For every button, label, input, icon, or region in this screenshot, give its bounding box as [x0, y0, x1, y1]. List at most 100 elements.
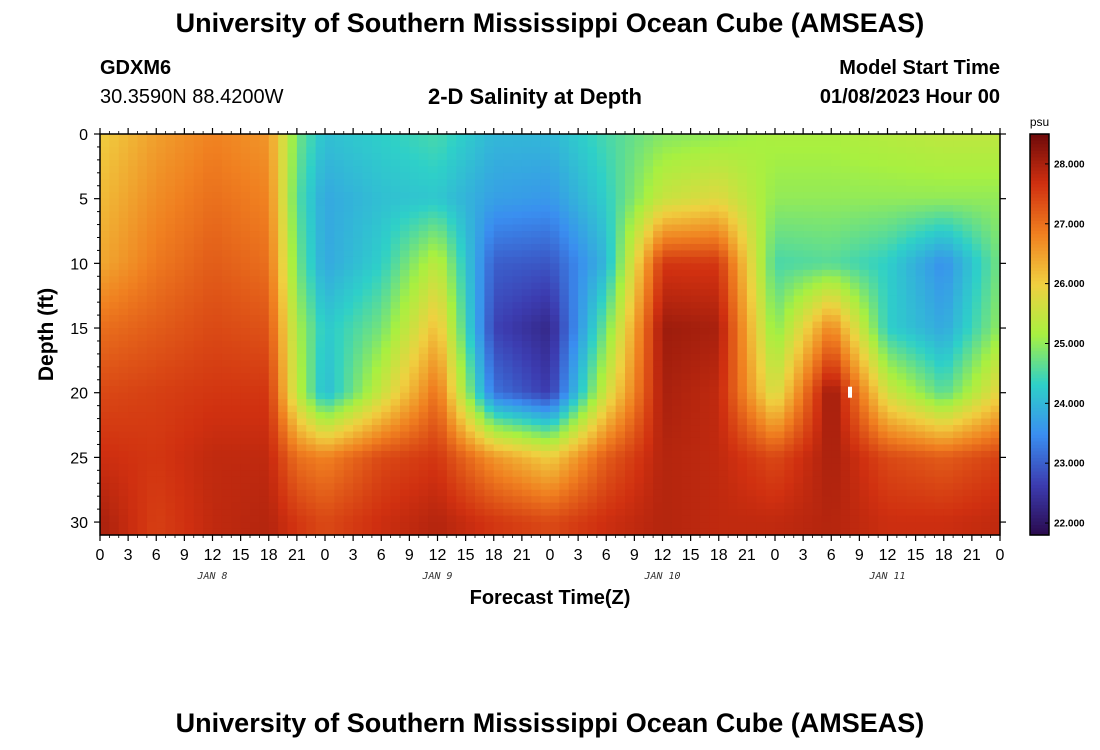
heatmap-cell: [737, 457, 748, 465]
heatmap-cell: [700, 379, 710, 387]
heatmap-cell: [287, 218, 298, 226]
heatmap-cell: [840, 224, 851, 232]
heatmap-cell: [765, 140, 776, 148]
heatmap-cell: [840, 192, 851, 200]
heatmap-cell: [615, 282, 626, 290]
heatmap-cell: [934, 192, 945, 200]
heatmap-cell: [915, 347, 926, 355]
heatmap-cell: [671, 250, 682, 258]
heatmap-cell: [596, 172, 607, 180]
heatmap-cell: [221, 425, 232, 433]
heatmap-cell: [268, 269, 279, 277]
heatmap-cell: [643, 340, 654, 349]
heatmap-cell: [990, 146, 1001, 155]
heatmap-cell: [606, 392, 617, 400]
heatmap-cell: [325, 405, 335, 413]
heatmap-cell: [315, 373, 326, 381]
heatmap-cell: [934, 450, 945, 458]
heatmap-cell: [821, 463, 832, 471]
heatmap-cell: [128, 263, 139, 271]
heatmap-cell: [156, 179, 167, 187]
heatmap-cell: [437, 250, 448, 258]
heatmap-cell: [971, 334, 982, 342]
heatmap-cell: [203, 366, 214, 374]
heatmap-cell: [568, 431, 579, 439]
heatmap-cell: [625, 153, 635, 161]
heatmap-cell: [446, 166, 457, 174]
heatmap-cell: [840, 315, 851, 323]
heatmap-cell: [662, 457, 673, 465]
heatmap-cell: [596, 437, 607, 446]
heatmap-cell: [700, 159, 710, 167]
heatmap-cell: [353, 425, 364, 433]
heatmap-cell: [981, 179, 992, 187]
heatmap-cell: [840, 347, 851, 355]
heatmap-cell: [971, 379, 982, 387]
heatmap-cell: [878, 185, 889, 193]
heatmap-cell: [737, 218, 748, 226]
heatmap-cell: [915, 308, 926, 316]
heatmap-cell: [587, 289, 598, 297]
heatmap-cell: [390, 450, 401, 458]
heatmap-cell: [568, 153, 579, 161]
heatmap-cell: [568, 379, 579, 387]
heatmap-cell: [765, 373, 776, 381]
heatmap-cell: [840, 308, 851, 316]
heatmap-cell: [353, 153, 364, 161]
heatmap-cell: [118, 289, 129, 297]
heatmap-cell: [709, 237, 720, 245]
heatmap-cell: [812, 179, 823, 187]
heatmap-cell: [737, 198, 748, 206]
heatmap-cell: [259, 444, 270, 452]
heatmap-cell: [559, 166, 570, 174]
heatmap-cell: [812, 347, 823, 355]
heatmap-cell: [184, 269, 195, 277]
heatmap-cell: [437, 334, 448, 342]
heatmap-cell: [578, 431, 589, 439]
heatmap-cell: [353, 218, 364, 226]
heatmap-cell: [165, 224, 176, 232]
heatmap-cell: [934, 159, 945, 167]
heatmap-cell: [137, 153, 148, 161]
heatmap-cell: [915, 205, 926, 213]
heatmap-cell: [221, 146, 232, 155]
heatmap-cell: [240, 315, 251, 323]
heatmap-cell: [118, 224, 129, 232]
heatmap-cell: [981, 282, 992, 290]
heatmap-cell: [428, 146, 439, 155]
heatmap-cell: [353, 353, 364, 361]
heatmap-cell: [606, 463, 617, 471]
heatmap-cell: [568, 405, 579, 413]
heatmap-cell: [465, 353, 476, 361]
heatmap-cell: [446, 237, 457, 245]
heatmap-cell: [203, 243, 214, 252]
heatmap-cell: [334, 340, 345, 349]
heatmap-cell: [343, 315, 354, 323]
heatmap-cell: [925, 269, 935, 277]
heatmap-cell: [156, 224, 167, 232]
heatmap-cell: [587, 360, 598, 368]
heatmap-cell: [240, 140, 251, 148]
heatmap-cell: [146, 198, 157, 206]
heatmap-cell: [915, 263, 926, 271]
heatmap-cell: [850, 425, 860, 433]
heatmap-cell: [484, 146, 495, 155]
heatmap-cell: [868, 379, 879, 387]
heatmap-cell: [793, 308, 804, 316]
heatmap-cell: [859, 334, 870, 342]
heatmap-cell: [878, 146, 889, 155]
heatmap-cell: [100, 399, 110, 407]
heatmap-cell: [850, 159, 860, 167]
heatmap-cell: [981, 340, 992, 349]
heatmap-cell: [840, 211, 851, 219]
heatmap-cell: [934, 218, 945, 226]
heatmap-cell: [653, 412, 664, 420]
heatmap-cell: [512, 211, 523, 219]
heatmap-cell: [268, 418, 279, 426]
heatmap-cell: [296, 405, 307, 413]
heatmap-cell: [287, 328, 298, 336]
heatmap-cell: [428, 340, 439, 349]
heatmap-cell: [615, 437, 626, 446]
heatmap-cell: [371, 444, 382, 452]
heatmap-cell: [596, 282, 607, 290]
